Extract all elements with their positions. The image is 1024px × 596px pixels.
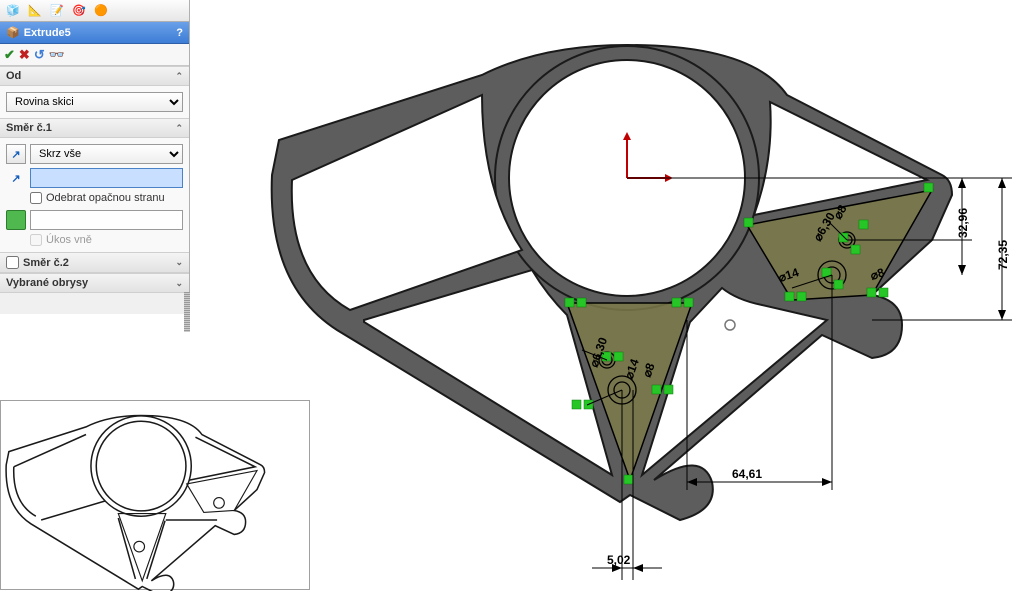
help-icon[interactable]: ? xyxy=(176,27,183,39)
svg-text:5,02: 5,02 xyxy=(607,553,631,567)
section-dir1-body: ↗ Skrz vše ↗ Odebrat opačnou stranu Úkos… xyxy=(0,138,189,252)
draft-outward-checkbox xyxy=(30,234,42,246)
reverse-side-label: Odebrat opačnou stranu xyxy=(46,192,165,204)
feature-name: Extrude5 xyxy=(24,27,71,39)
tab-target-icon[interactable]: 🎯 xyxy=(70,2,88,20)
ok-button[interactable]: ✔ xyxy=(4,47,15,63)
end-condition-combo[interactable]: Skrz vše xyxy=(30,144,183,164)
draft-outward-label: Úkos vně xyxy=(46,234,92,246)
section-contours-header[interactable]: Vybrané obrysy ⌄ xyxy=(0,273,189,293)
chevron-icon: ⌄ xyxy=(175,278,183,289)
tab-sketch-icon[interactable]: 📝 xyxy=(48,2,66,20)
eyeglasses-icon[interactable]: 👓 xyxy=(49,47,65,63)
tab-feature-icon[interactable]: 📐 xyxy=(26,2,44,20)
draft-toggle-button[interactable] xyxy=(6,210,26,230)
graphics-viewport[interactable]: 64,61 5,02 32,96 xyxy=(190,0,1024,590)
panel-tabs: 🧊 📐 📝 🎯 🟠 xyxy=(0,0,189,22)
direction-arrow-icon: ↗ xyxy=(6,172,26,185)
section-od-title: Od xyxy=(6,70,21,82)
feature-title-bar: 📦 Extrude5 ? xyxy=(0,22,189,44)
section-od-header[interactable]: Od ⌃ xyxy=(0,66,189,86)
tab-appearance-icon[interactable]: 🟠 xyxy=(92,2,110,20)
model-view: 64,61 5,02 32,96 xyxy=(232,20,1022,580)
chevron-icon: ⌃ xyxy=(175,71,183,82)
svg-text:64,61: 64,61 xyxy=(732,467,762,481)
property-panel: 🧊 📐 📝 🎯 🟠 📦 Extrude5 ? ✔ ✖ ↺ 👓 Od ⌃ Rovi… xyxy=(0,0,190,314)
svg-text:72,35: 72,35 xyxy=(996,240,1010,270)
preview-window[interactable] xyxy=(0,400,310,590)
section-od-body: Rovina skici xyxy=(0,86,189,118)
section-contours-title: Vybrané obrysy xyxy=(6,277,88,289)
chevron-icon: ⌃ xyxy=(175,123,183,134)
svg-text:32,96: 32,96 xyxy=(956,208,970,238)
dir2-enable-checkbox[interactable] xyxy=(6,256,19,269)
confirm-row: ✔ ✖ ↺ 👓 xyxy=(0,44,189,66)
reverse-side-checkbox[interactable] xyxy=(30,192,42,204)
detail-preview-icon[interactable]: ↺ xyxy=(34,47,45,63)
section-dir2-title: Směr č.2 xyxy=(23,257,69,269)
cancel-button[interactable]: ✖ xyxy=(19,47,30,63)
direction-reference-box[interactable] xyxy=(30,168,183,188)
tab-assembly-icon[interactable]: 🧊 xyxy=(4,2,22,20)
chevron-icon: ⌄ xyxy=(175,257,183,268)
section-dir1-title: Směr č.1 xyxy=(6,122,52,134)
draft-angle-box[interactable] xyxy=(30,210,183,230)
section-dir2-header[interactable]: Směr č.2 ⌄ xyxy=(0,252,189,273)
section-dir1-header[interactable]: Směr č.1 ⌃ xyxy=(0,118,189,138)
reverse-direction-button[interactable]: ↗ xyxy=(6,144,26,164)
od-combo[interactable]: Rovina skici xyxy=(6,92,183,112)
